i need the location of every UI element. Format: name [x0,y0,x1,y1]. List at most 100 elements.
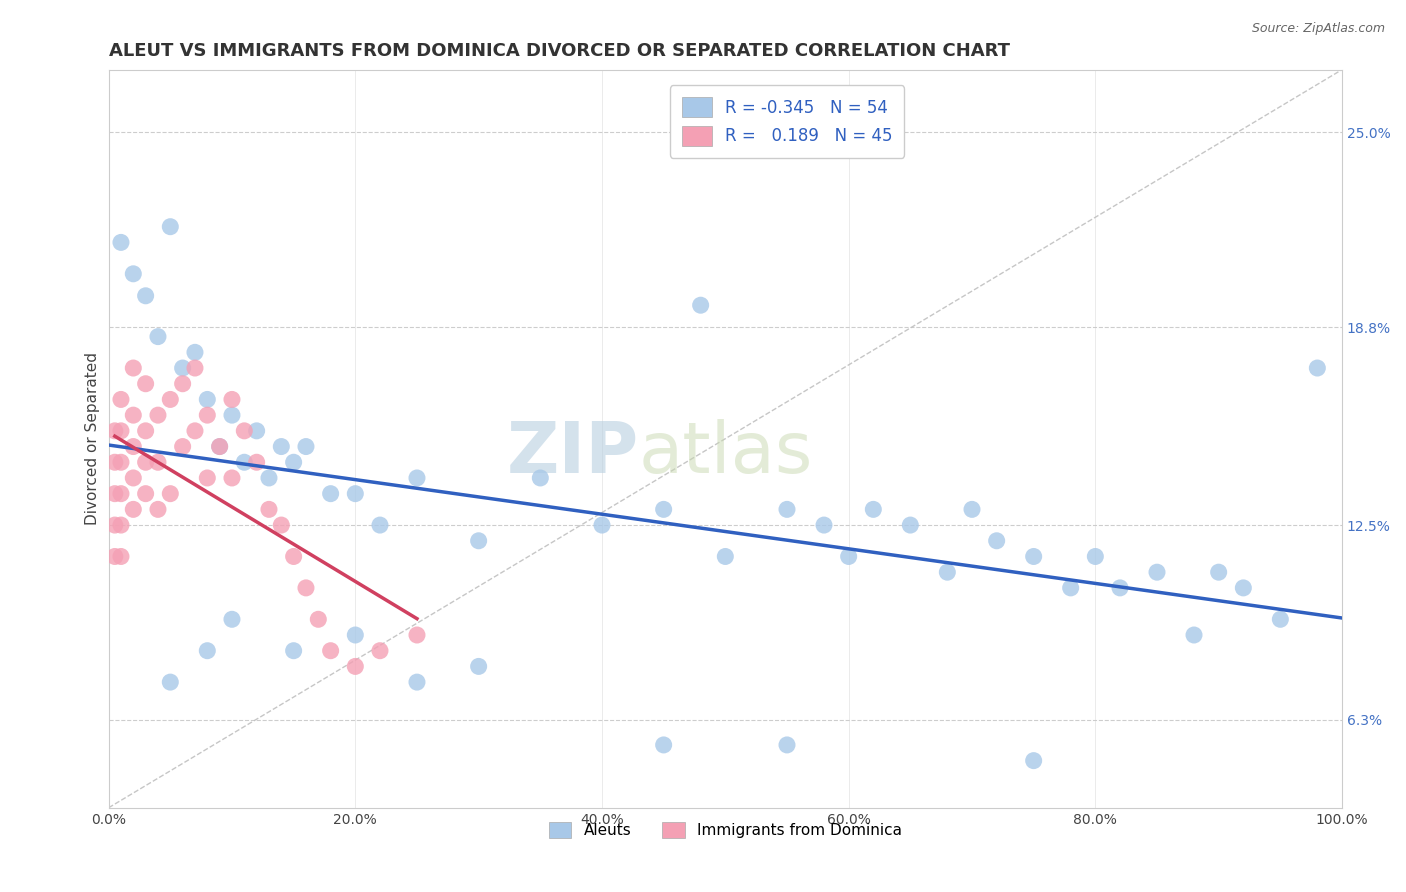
Point [122,471,145,485]
Point [135,289,157,303]
Point [233,424,256,438]
Point [1306,361,1329,376]
Point [184,361,207,376]
Point [652,738,675,752]
Point [110,486,132,500]
Point [257,502,280,516]
Point [368,518,391,533]
Point [104,549,127,564]
Point [184,424,207,438]
Point [368,643,391,657]
Point [936,565,959,579]
Point [1084,549,1107,564]
Point [1022,754,1045,768]
Point [776,502,799,516]
Point [221,408,243,422]
Point [135,376,157,391]
Point [862,502,884,516]
Point [344,628,367,642]
Point [195,392,218,407]
Point [159,486,181,500]
Point [221,612,243,626]
Point [1208,565,1230,579]
Point [159,219,181,234]
Point [122,361,145,376]
Point [104,455,127,469]
Point [986,533,1008,548]
Point [1232,581,1254,595]
Point [195,643,218,657]
Point [172,361,194,376]
Point [159,392,181,407]
Point [689,298,711,312]
Point [146,329,169,343]
Point [110,518,132,533]
Point [122,502,145,516]
Point [344,486,367,500]
Point [146,408,169,422]
Point [221,392,243,407]
Point [246,455,269,469]
Point [270,440,292,454]
Point [159,675,181,690]
Point [135,424,157,438]
Point [246,424,269,438]
Point [1182,628,1205,642]
Point [135,455,157,469]
Point [110,392,132,407]
Point [714,549,737,564]
Text: ZIP: ZIP [506,419,638,488]
Point [104,486,127,500]
Point [813,518,835,533]
Point [122,267,145,281]
Point [195,471,218,485]
Point [208,440,231,454]
Point [110,455,132,469]
Point [838,549,860,564]
Point [467,533,489,548]
Point [307,612,329,626]
Point [172,376,194,391]
Point [195,408,218,422]
Point [898,518,921,533]
Point [104,424,127,438]
Point [122,408,145,422]
Point [295,440,318,454]
Point [319,486,342,500]
Point [233,455,256,469]
Text: Source: ZipAtlas.com: Source: ZipAtlas.com [1251,22,1385,36]
Point [319,643,342,657]
Point [591,518,613,533]
Text: atlas: atlas [638,419,813,488]
Point [283,549,305,564]
Point [1270,612,1292,626]
Point [1146,565,1168,579]
Point [135,486,157,500]
Point [1022,549,1045,564]
Text: ALEUT VS IMMIGRANTS FROM DOMINICA DIVORCED OR SEPARATED CORRELATION CHART: ALEUT VS IMMIGRANTS FROM DOMINICA DIVORC… [108,42,1010,60]
Point [184,345,207,359]
Point [208,440,231,454]
Y-axis label: Divorced or Separated: Divorced or Separated [86,352,100,525]
Point [146,502,169,516]
Point [110,549,132,564]
Point [1109,581,1132,595]
Point [283,643,305,657]
Point [1060,581,1083,595]
Point [960,502,983,516]
Point [295,581,318,595]
Point [110,424,132,438]
Point [467,659,489,673]
Point [172,440,194,454]
Legend: Aleuts, Immigrants from Dominica: Aleuts, Immigrants from Dominica [543,816,908,845]
Point [406,471,429,485]
Point [104,518,127,533]
Point [776,738,799,752]
Point [406,628,429,642]
Point [146,455,169,469]
Point [283,455,305,469]
Point [221,471,243,485]
Point [122,440,145,454]
Point [652,502,675,516]
Point [270,518,292,533]
